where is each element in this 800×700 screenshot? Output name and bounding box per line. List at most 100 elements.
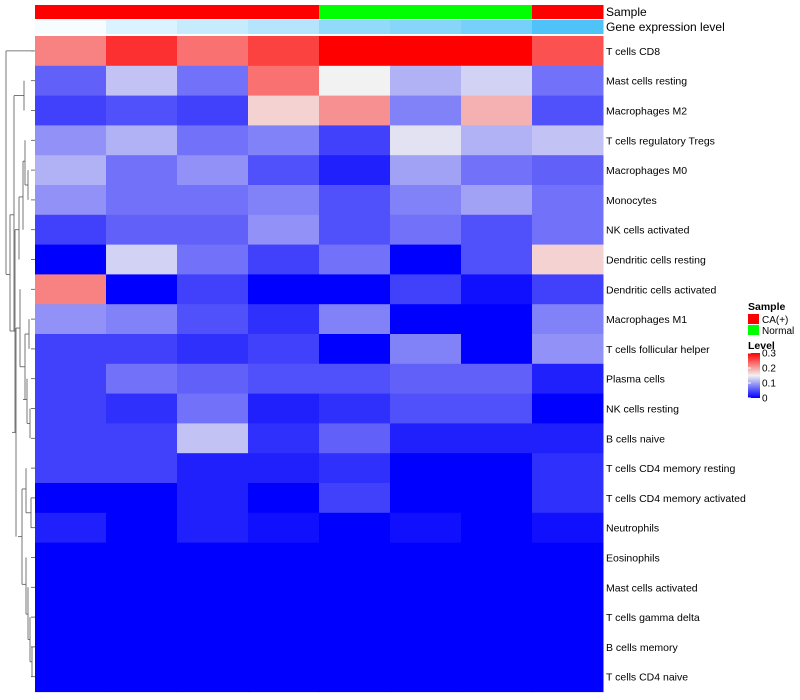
heatmap-cell (106, 214, 178, 246)
heatmap-cell (319, 602, 391, 633)
heatmap-cell (248, 334, 320, 365)
heatmap-cell (177, 214, 249, 246)
sample-annotation-cell (177, 5, 249, 19)
heatmap-cell (35, 602, 107, 633)
heatmap-cell (390, 393, 462, 424)
heatmap-cell (177, 274, 249, 305)
heatmap-cell (319, 453, 391, 484)
heatmap-cell (532, 572, 604, 603)
heatmap-cell (248, 304, 320, 335)
expression-annotation-cell (319, 20, 391, 34)
heatmap-cell (461, 65, 533, 97)
row-label: Mast cells activated (606, 582, 698, 594)
heatmap-cell (106, 632, 178, 663)
heatmap-cell (461, 155, 533, 186)
legend-colorbar (748, 353, 760, 398)
heatmap-cell (532, 453, 604, 484)
annotation-label-sample: Sample (606, 5, 647, 19)
heatmap-cell (319, 363, 391, 395)
heatmap-cell (461, 423, 533, 454)
heatmap-cell (106, 95, 178, 126)
heatmap-cell (461, 334, 533, 365)
heatmap-cell (35, 155, 107, 186)
expression-annotation-cell (177, 20, 249, 34)
annotation-bars (35, 5, 604, 34)
sample-annotation-cell (106, 5, 178, 19)
heatmap-cell (106, 602, 178, 633)
heatmap-cell (390, 483, 462, 514)
heatmap-cell (248, 483, 320, 514)
row-label: NK cells resting (606, 404, 679, 416)
heatmap-cell (248, 453, 320, 484)
legend-sample-title: Sample (748, 301, 786, 313)
legend-level-title: Level (748, 340, 775, 352)
heatmap-cell (248, 95, 320, 126)
heatmap-cell (248, 214, 320, 246)
heatmap-cell (106, 274, 178, 305)
heatmap-cell (248, 572, 320, 603)
heatmap-cell (319, 65, 391, 97)
heatmap-cell (319, 214, 391, 246)
heatmap-cell (248, 185, 320, 216)
expression-annotation-cell (532, 20, 604, 34)
heatmap-cell (532, 602, 604, 633)
heatmap-cell (177, 155, 249, 186)
heatmap-cell (106, 393, 178, 424)
heatmap-cell (35, 632, 107, 663)
heatmap-cell (106, 363, 178, 395)
heatmap-cell (248, 661, 320, 693)
row-label: T cells CD4 memory resting (606, 463, 735, 475)
heatmap-cell (390, 65, 462, 97)
heatmap-cell (177, 572, 249, 603)
row-label: Monocytes (606, 195, 657, 207)
expression-annotation-cell (461, 20, 533, 34)
heatmap-cell (461, 244, 533, 275)
heatmap-cell (35, 95, 107, 126)
heatmap-cell (390, 661, 462, 693)
heatmap-cell (390, 36, 462, 67)
heatmap-cell (248, 274, 320, 305)
heatmap-cell (319, 185, 391, 216)
heatmap-cell (390, 214, 462, 246)
heatmap-cell (106, 661, 178, 693)
heatmap-cell (461, 453, 533, 484)
heatmap-cell (532, 661, 604, 693)
heatmap-cell (461, 661, 533, 693)
heatmap-cell (106, 334, 178, 365)
heatmap-cell (177, 453, 249, 484)
heatmap-cell (177, 304, 249, 335)
heatmap-cell (532, 65, 604, 97)
heatmap-cell (532, 483, 604, 514)
heatmap-cell (390, 125, 462, 156)
heatmap-cell (532, 244, 604, 275)
sample-annotation-cell (390, 5, 462, 19)
heatmap-cell (461, 632, 533, 663)
heatmap-cell (248, 632, 320, 663)
heatmap-cell (532, 542, 604, 573)
heatmap-cell (390, 274, 462, 305)
heatmap-cell (461, 483, 533, 514)
heatmap-cell (461, 572, 533, 603)
heatmap-cell (177, 65, 249, 97)
heatmap-cell (248, 244, 320, 275)
heatmap-cell (35, 244, 107, 275)
heatmap-cell (532, 512, 604, 544)
sample-annotation-cell (35, 5, 107, 19)
heatmap-cell (532, 274, 604, 305)
heatmap-cell (35, 393, 107, 424)
sample-annotation-cell (319, 5, 391, 19)
row-label: B cells naive (606, 433, 665, 445)
heatmap-cell (106, 125, 178, 156)
heatmap-cell (177, 334, 249, 365)
sample-annotation-cell (461, 5, 533, 19)
heatmap-cell (461, 125, 533, 156)
heatmap-cell (390, 572, 462, 603)
heatmap-cell (319, 542, 391, 573)
heatmap-cell (106, 65, 178, 97)
heatmap-cell (106, 36, 178, 67)
heatmap-cell (390, 304, 462, 335)
row-label: Plasma cells (606, 374, 665, 386)
heatmap-cell (390, 512, 462, 544)
heatmap-cell (461, 363, 533, 395)
